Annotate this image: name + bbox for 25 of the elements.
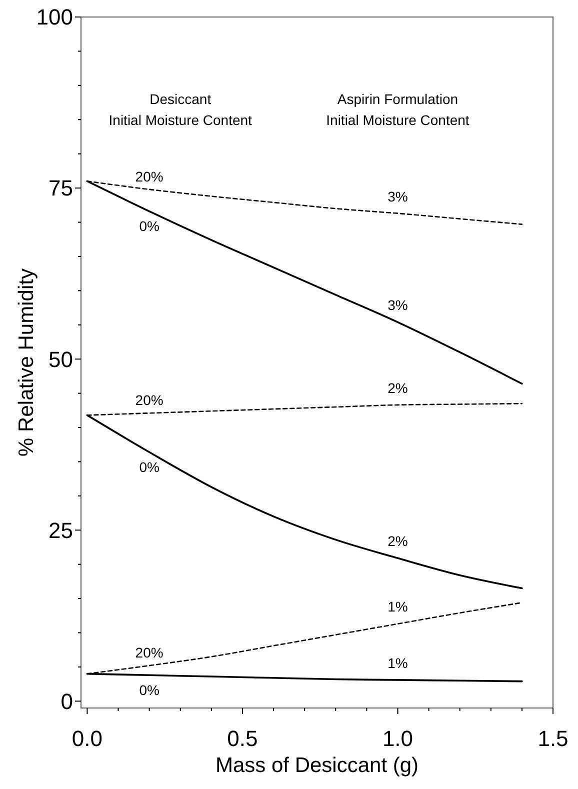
annotation: 3%: [388, 188, 408, 204]
y-tick-label: 75: [48, 176, 73, 201]
annotation: 2%: [388, 380, 408, 396]
annotation: 20%: [135, 168, 164, 184]
y-axis-title: % Relative Humidity: [15, 268, 38, 456]
annotation: 20%: [135, 644, 164, 660]
annotation: 1%: [388, 654, 408, 671]
annotation: 1%: [388, 598, 408, 615]
annotation: Desiccant Initial Moisture Content: [108, 90, 252, 128]
x-tick-label: 1.0: [382, 726, 414, 751]
y-tick-label: 25: [48, 518, 73, 543]
y-tick-label: 0: [60, 688, 73, 714]
annotation: 0%: [139, 218, 160, 234]
y-tick-label: 50: [48, 346, 73, 372]
x-tick-label: 1.5: [538, 726, 568, 751]
annotation: 0%: [139, 682, 160, 698]
x-axis-title: Mass of Desiccant (g): [215, 754, 419, 777]
x-tick-label: 0.5: [227, 726, 258, 751]
annotation: 0%: [139, 459, 160, 476]
y-tick-label: 100: [36, 4, 73, 30]
annotation: Aspirin Formulation Initial Moisture Content: [326, 90, 470, 128]
annotation: 2%: [388, 533, 408, 550]
x-tick-label: 0.0: [72, 726, 103, 751]
annotation: 3%: [388, 297, 408, 314]
annotation: 20%: [135, 392, 164, 408]
